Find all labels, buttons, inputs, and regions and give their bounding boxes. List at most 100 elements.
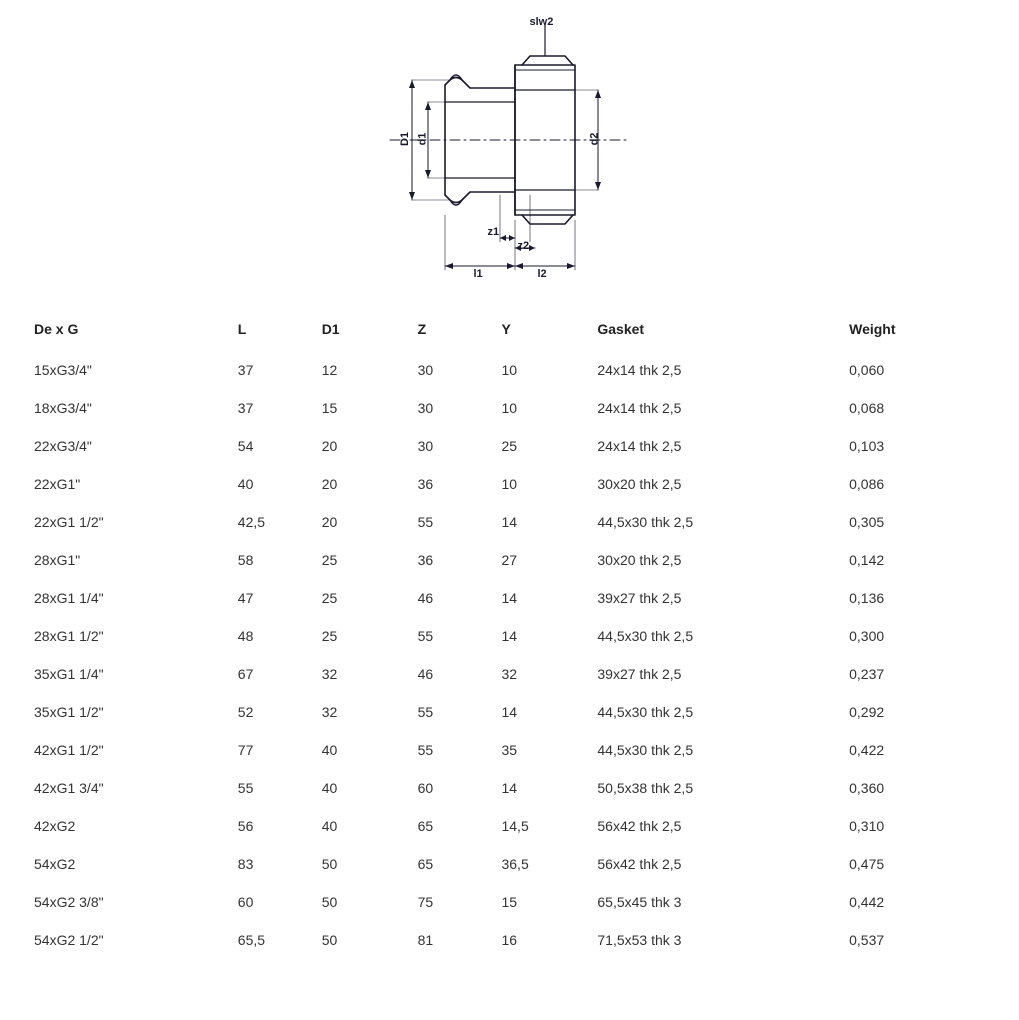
- col-header-z: Z: [414, 310, 498, 351]
- table-cell: 14,5: [497, 807, 593, 845]
- table-cell: 71,5x53 thk 3: [593, 921, 845, 959]
- table-cell: 52: [234, 693, 318, 731]
- table-cell: 35xG1 1/4": [30, 655, 234, 693]
- table-cell: 65,5x45 thk 3: [593, 883, 845, 921]
- table-cell: 15: [497, 883, 593, 921]
- table-cell: 14: [497, 769, 593, 807]
- table-row: 22xG1 1/2"42,520551444,5x30 thk 2,50,305: [30, 503, 989, 541]
- col-header-deg: De x G: [30, 310, 234, 351]
- table-cell: 20: [318, 503, 414, 541]
- table-cell: 35: [497, 731, 593, 769]
- table-cell: 65: [414, 807, 498, 845]
- table-cell: 0,068: [845, 389, 989, 427]
- table-row: 54xG2 3/8"6050751565,5x45 thk 30,442: [30, 883, 989, 921]
- table-row: 28xG1"5825362730x20 thk 2,50,142: [30, 541, 989, 579]
- table-cell: 36: [414, 465, 498, 503]
- table-cell: 30: [414, 389, 498, 427]
- table-cell: 54: [234, 427, 318, 465]
- label-l2: l2: [538, 268, 547, 280]
- table-row: 18xG3/4"3715301024x14 thk 2,50,068: [30, 389, 989, 427]
- table-cell: 32: [318, 693, 414, 731]
- table-cell: 25: [497, 427, 593, 465]
- fitting-diagram: slw2 D1 d1 d2 z1 z2 l1 l2: [370, 20, 650, 280]
- table-cell: 24x14 thk 2,5: [593, 351, 845, 389]
- table-cell: 39x27 thk 2,5: [593, 655, 845, 693]
- table-cell: 16: [497, 921, 593, 959]
- table-cell: 0,086: [845, 465, 989, 503]
- label-l1: l1: [474, 268, 483, 280]
- table-row: 15xG3/4"3712301024x14 thk 2,50,060: [30, 351, 989, 389]
- table-cell: 47: [234, 579, 318, 617]
- label-d1: d1: [416, 133, 428, 146]
- table-cell: 32: [497, 655, 593, 693]
- table-cell: 65,5: [234, 921, 318, 959]
- table-cell: 40: [318, 807, 414, 845]
- table-cell: 50: [318, 845, 414, 883]
- table-cell: 28xG1": [30, 541, 234, 579]
- table-row: 28xG1 1/2"4825551444,5x30 thk 2,50,300: [30, 617, 989, 655]
- col-header-gasket: Gasket: [593, 310, 845, 351]
- table-cell: 40: [318, 769, 414, 807]
- table-cell: 36,5: [497, 845, 593, 883]
- table-cell: 44,5x30 thk 2,5: [593, 731, 845, 769]
- table-cell: 15xG3/4": [30, 351, 234, 389]
- table-cell: 0,305: [845, 503, 989, 541]
- table-cell: 40: [318, 731, 414, 769]
- table-cell: 10: [497, 351, 593, 389]
- table-cell: 25: [318, 579, 414, 617]
- table-cell: 0,537: [845, 921, 989, 959]
- col-header-l: L: [234, 310, 318, 351]
- table-cell: 24x14 thk 2,5: [593, 427, 845, 465]
- table-row: 54xG283506536,556x42 thk 2,50,475: [30, 845, 989, 883]
- table-header: De x G L D1 Z Y Gasket Weight: [30, 310, 989, 351]
- table-cell: 30: [414, 427, 498, 465]
- label-d2: d2: [588, 133, 600, 146]
- table-cell: 30: [414, 351, 498, 389]
- table-cell: 55: [414, 617, 498, 655]
- table-cell: 20: [318, 427, 414, 465]
- table-cell: 10: [497, 465, 593, 503]
- table-cell: 0,475: [845, 845, 989, 883]
- table-cell: 0,300: [845, 617, 989, 655]
- table-body: 15xG3/4"3712301024x14 thk 2,50,06018xG3/…: [30, 351, 989, 959]
- table-cell: 55: [414, 503, 498, 541]
- table-cell: 27: [497, 541, 593, 579]
- table-cell: 0,103: [845, 427, 989, 465]
- table-cell: 0,310: [845, 807, 989, 845]
- diagram-svg: [370, 20, 650, 280]
- table-cell: 58: [234, 541, 318, 579]
- table-cell: 55: [414, 693, 498, 731]
- table-cell: 39x27 thk 2,5: [593, 579, 845, 617]
- table-cell: 0,060: [845, 351, 989, 389]
- table-cell: 46: [414, 579, 498, 617]
- table-cell: 0,142: [845, 541, 989, 579]
- label-z1: z1: [488, 226, 500, 238]
- table-cell: 75: [414, 883, 498, 921]
- table-cell: 60: [414, 769, 498, 807]
- table-cell: 14: [497, 693, 593, 731]
- table-cell: 0,237: [845, 655, 989, 693]
- table-cell: 50: [318, 921, 414, 959]
- table-row: 54xG2 1/2"65,550811671,5x53 thk 30,537: [30, 921, 989, 959]
- table-cell: 12: [318, 351, 414, 389]
- table-cell: 18xG3/4": [30, 389, 234, 427]
- label-z2: z2: [518, 240, 530, 252]
- table-cell: 42xG2: [30, 807, 234, 845]
- table-row: 22xG3/4"5420302524x14 thk 2,50,103: [30, 427, 989, 465]
- label-slw2: slw2: [530, 16, 554, 28]
- table-cell: 37: [234, 389, 318, 427]
- table-cell: 30x20 thk 2,5: [593, 465, 845, 503]
- table-cell: 54xG2 3/8": [30, 883, 234, 921]
- col-header-d1: D1: [318, 310, 414, 351]
- table-cell: 67: [234, 655, 318, 693]
- table-cell: 22xG1": [30, 465, 234, 503]
- col-header-y: Y: [497, 310, 593, 351]
- table-row: 42xG1 3/4"5540601450,5x38 thk 2,50,360: [30, 769, 989, 807]
- table-row: 35xG1 1/4"6732463239x27 thk 2,50,237: [30, 655, 989, 693]
- table-row: 28xG1 1/4"4725461439x27 thk 2,50,136: [30, 579, 989, 617]
- table-cell: 55: [234, 769, 318, 807]
- col-header-weight: Weight: [845, 310, 989, 351]
- table-cell: 20: [318, 465, 414, 503]
- table-cell: 14: [497, 617, 593, 655]
- table-cell: 14: [497, 503, 593, 541]
